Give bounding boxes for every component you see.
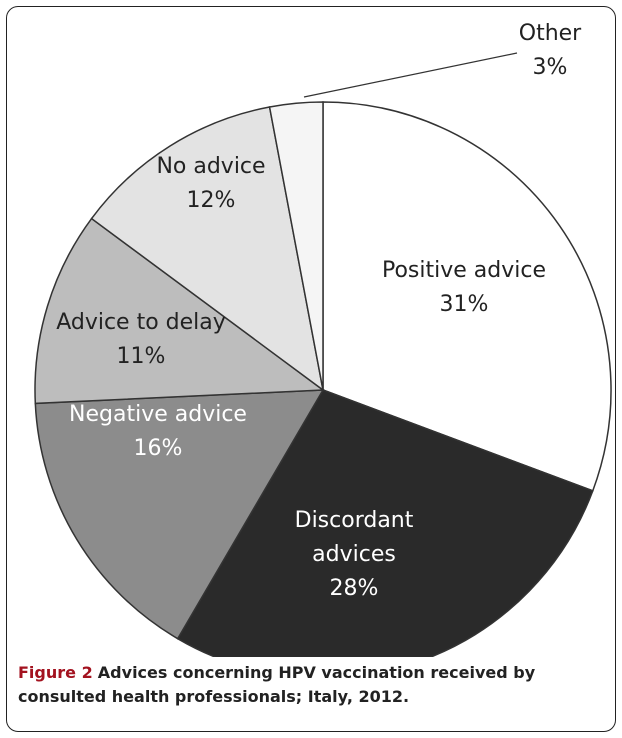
pie-slices [34,101,612,657]
pie-slice-other [268,101,324,391]
pie-labels: Positive advice 31% Discordant advices 28% Ne… [56,21,582,601]
label-other: Other 3% [519,21,582,80]
figure-caption: Figure 2 Advices concerning HPV vaccinat… [18,661,615,709]
label-no-advice: No advice 12% [156,154,265,213]
pie-slice-discordant-advices [176,389,594,657]
pie-chart: Positive advice 31% Discordant advices 28% Ne… [34,21,612,657]
label-discordant-advices: Discordant advices 28% [295,508,414,601]
label-advice-to-delay: Advice to delay 11% [56,310,226,369]
pie-slice-no-advice [90,106,325,392]
pie-slice-negative-advice [34,389,325,640]
pie-slice-advice-to-delay [34,217,326,405]
label-negative-advice: Negative advice 16% [69,402,247,461]
caption-text: Advices concerning HPV vaccination recei… [18,663,536,706]
other-leader-line [303,52,518,98]
caption-label: Figure 2 [18,663,93,682]
figure-frame: Positive advice 31% Discordant advices 28% Ne… [6,6,616,732]
pie-slice-positive-advice [322,101,612,492]
label-positive-advice: Positive advice 31% [382,258,546,317]
